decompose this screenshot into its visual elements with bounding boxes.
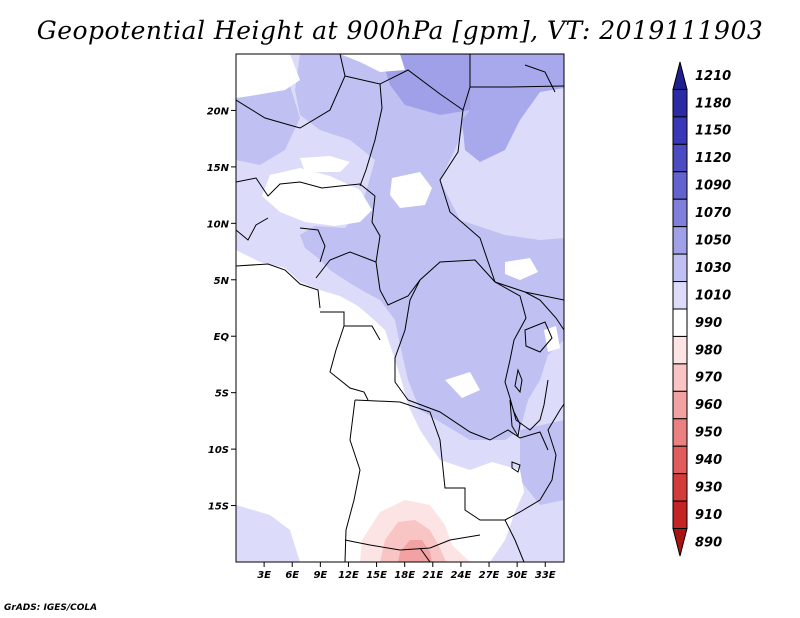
colorbar-segment (672, 61, 688, 90)
lon-tick-label: 3E (257, 570, 271, 581)
colorbar-level-label: 980 (695, 343, 722, 358)
colorbar-level-label: 1030 (695, 261, 731, 276)
colorbar-level-label: 1210 (695, 69, 731, 84)
field-white-c1 (262, 168, 372, 226)
colorbar-segment (672, 171, 688, 200)
colorbar-segment (672, 253, 688, 283)
field-white-west (236, 250, 524, 562)
field-white-c5 (445, 372, 480, 398)
lat-tick-label: 5S (215, 389, 229, 400)
field-band-1030-east-south (520, 420, 564, 505)
lon-tick-label: 18E (394, 570, 415, 581)
country-boundaries (236, 54, 564, 562)
colorbar-segment (672, 335, 688, 365)
lat-tick-label: 15N (207, 163, 230, 174)
colorbar-segment (672, 445, 688, 475)
lat-tick-label: EQ (214, 332, 230, 343)
colorbar-level-label: 1070 (695, 206, 731, 221)
lat-tick-label: 10S (208, 445, 229, 456)
lon-tick-label: 27E (479, 570, 500, 581)
lon-tick-label: 12E (338, 570, 359, 581)
lon-axis: 3E 6E 9E 12E 15E 18E 21E 24E 27E 30E 33E (257, 562, 556, 581)
colorbar-segment (672, 363, 688, 392)
colorbar-level-label: 930 (695, 481, 722, 496)
colorbar-level-label: 1010 (695, 288, 731, 303)
lon-tick-label: 30E (507, 570, 528, 581)
map-panel (236, 54, 564, 562)
colorbar-segment (672, 226, 688, 255)
colorbar-segment (672, 500, 688, 530)
field-white-c2 (390, 172, 432, 208)
map-title: Geopotential Height at 900hPa [gpm], VT:… (36, 16, 764, 45)
colorbar-segment (672, 143, 688, 173)
lat-tick-label: 10N (207, 219, 230, 230)
lon-tick-label: 15E (366, 570, 387, 581)
map-frame (235, 53, 565, 563)
colorbar-level-label: 940 (695, 453, 722, 468)
colorbar-level-label: 960 (695, 398, 722, 413)
field-band-1050-b (462, 54, 564, 162)
colorbar-level-label: 910 (695, 508, 722, 523)
colorbar-level-label: 970 (695, 371, 722, 386)
colorbar-segment (672, 116, 688, 145)
colorbar-level-label: 990 (695, 316, 722, 331)
field-white-c4 (505, 258, 538, 280)
lat-axis: 20N 15N 10N 5N EQ 5S 10S 15S (207, 106, 236, 513)
lat-tick-label: 5N (214, 276, 230, 287)
colorbar-segment (672, 281, 688, 310)
lat-tick-label: 15S (208, 502, 229, 513)
field-white-n1 (236, 54, 300, 98)
lat-tick-label: 20N (207, 106, 230, 117)
field-band-970-s (398, 540, 432, 562)
field-white-e (544, 326, 560, 352)
colorbar-level-label: 1150 (695, 124, 731, 139)
lon-tick-label: 6E (285, 570, 299, 581)
field-white-n2 (340, 54, 405, 72)
colorbar-segment (672, 528, 688, 557)
field-band-1010-sw (236, 505, 300, 562)
lon-tick-label: 33E (535, 570, 556, 581)
grads-credit: GrADS: IGES/COLA (4, 603, 98, 613)
colorbar-level-label: 1090 (695, 179, 731, 194)
colorbar-level-label: 950 (695, 426, 722, 441)
lon-tick-label: 24E (451, 570, 472, 581)
colorbar-level-label: 890 (695, 535, 722, 550)
colorbar-level-label: 1180 (695, 96, 731, 111)
field-band-1030-north (236, 86, 300, 165)
colorbar-level-label: 1120 (695, 151, 731, 166)
colorbar-segment (672, 198, 688, 228)
lon-tick-label: 9E (313, 570, 327, 581)
colorbar-segment (672, 308, 688, 337)
colorbar-level-label: 1050 (695, 234, 731, 249)
colorbar-segment (672, 473, 688, 502)
colorbar-segment (672, 390, 688, 420)
lon-tick-label: 21E (422, 570, 443, 581)
field-band-1030 (295, 54, 564, 440)
colorbar: 1210 1180 1150 1120 1090 1070 1050 1030 1010 990 9… (672, 61, 731, 557)
colorbar-segment (672, 88, 688, 118)
colorbar-segment (672, 418, 688, 447)
field-white-c3 (300, 156, 350, 172)
